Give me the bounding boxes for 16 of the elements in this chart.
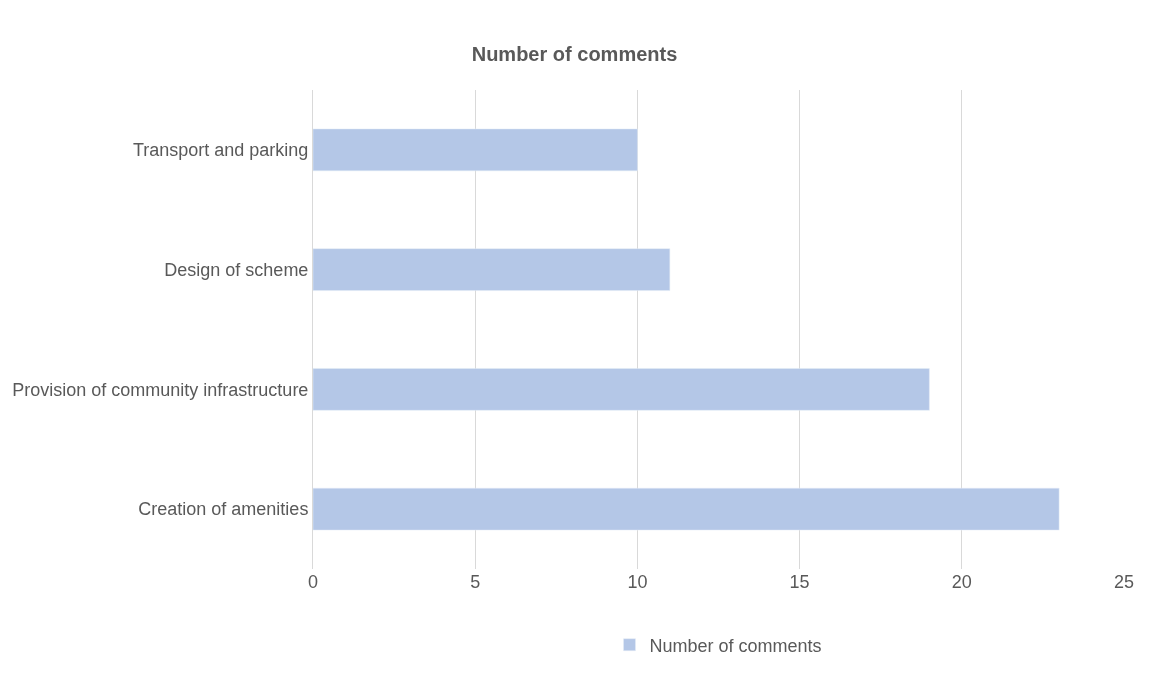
y-tick-label: Creation of amenities <box>138 499 309 520</box>
y-tick-label: Provision of community infrastructure <box>12 379 309 400</box>
y-tick-label: Transport and parking <box>132 140 309 161</box>
x-tick-label: 15 <box>789 572 810 592</box>
x-tick-label: 10 <box>627 572 648 592</box>
chart-title: Number of comments <box>471 43 678 66</box>
x-tick-label: 20 <box>951 572 972 592</box>
bar <box>313 248 671 291</box>
bar <box>313 368 930 411</box>
bar <box>313 487 1060 531</box>
bar <box>313 128 638 172</box>
x-tick-label: 0 <box>307 572 319 592</box>
x-tick-label: 5 <box>470 572 481 592</box>
y-tick-label: Design of scheme <box>164 259 309 280</box>
legend-label: Number of comments <box>649 635 822 656</box>
x-tick-label: 25 <box>1113 572 1135 592</box>
